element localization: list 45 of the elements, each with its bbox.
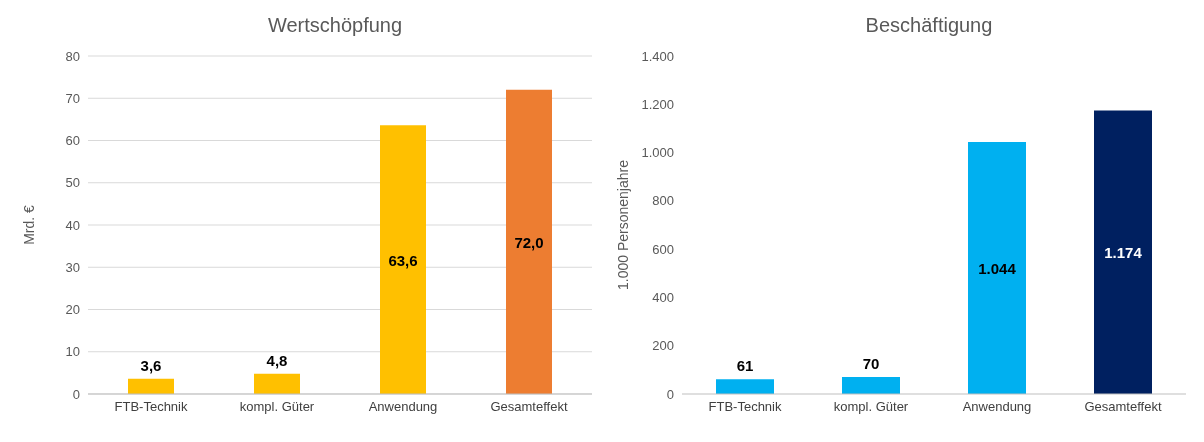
data-label: 1.174 bbox=[1104, 244, 1143, 262]
data-label: 70 bbox=[862, 355, 880, 373]
y-tick-label: 600 bbox=[652, 241, 674, 257]
y-tick-label: 70 bbox=[65, 90, 80, 106]
y-tick-label: 1.000 bbox=[641, 145, 674, 161]
x-tick-label: FTB-Technik bbox=[114, 399, 188, 415]
chart-title: Wertschöpfung bbox=[266, 13, 404, 38]
y-tick-label: 1.200 bbox=[641, 96, 674, 112]
bar bbox=[380, 125, 426, 394]
data-label: 3,6 bbox=[140, 356, 162, 374]
y-tick-label: 50 bbox=[65, 175, 80, 191]
x-tick-label: Anwendung bbox=[368, 399, 438, 415]
bar bbox=[968, 141, 1026, 394]
y-tick-label: 0 bbox=[666, 386, 674, 402]
data-label: 61 bbox=[736, 357, 754, 375]
data-label: 1.044 bbox=[978, 259, 1017, 277]
y-axis-title: Mrd. € bbox=[20, 204, 37, 245]
y-tick-label: 80 bbox=[65, 48, 80, 64]
y-tick-label: 10 bbox=[65, 344, 80, 360]
bar bbox=[506, 89, 552, 394]
y-tick-label: 800 bbox=[652, 193, 674, 209]
x-tick-label: Gesamteffekt bbox=[1084, 399, 1162, 415]
x-tick-label: kompl. Güter bbox=[239, 399, 315, 415]
bar bbox=[1094, 110, 1152, 394]
y-tick-label: 60 bbox=[65, 133, 80, 149]
bar bbox=[716, 379, 774, 394]
x-tick-label: kompl. Güter bbox=[833, 399, 909, 415]
x-tick-label: FTB-Technik bbox=[708, 399, 782, 415]
y-tick-label: 0 bbox=[72, 386, 80, 402]
y-tick-label: 1.400 bbox=[641, 48, 674, 64]
x-tick-label: Gesamteffekt bbox=[490, 399, 568, 415]
y-tick-label: 20 bbox=[65, 302, 80, 318]
y-axis-title: 1.000 Personenjahre bbox=[614, 159, 631, 290]
y-tick-label: 200 bbox=[652, 338, 674, 354]
data-label: 4,8 bbox=[266, 351, 288, 369]
bar bbox=[842, 377, 900, 394]
y-tick-label: 30 bbox=[65, 259, 80, 275]
chart-title: Beschäftigung bbox=[864, 13, 994, 38]
bar bbox=[128, 378, 174, 394]
x-tick-label: Anwendung bbox=[962, 399, 1032, 415]
y-tick-label: 40 bbox=[65, 217, 80, 233]
data-label: 63,6 bbox=[388, 251, 418, 269]
data-label: 72,0 bbox=[514, 233, 544, 251]
bar bbox=[254, 373, 300, 394]
y-tick-label: 400 bbox=[652, 290, 674, 306]
